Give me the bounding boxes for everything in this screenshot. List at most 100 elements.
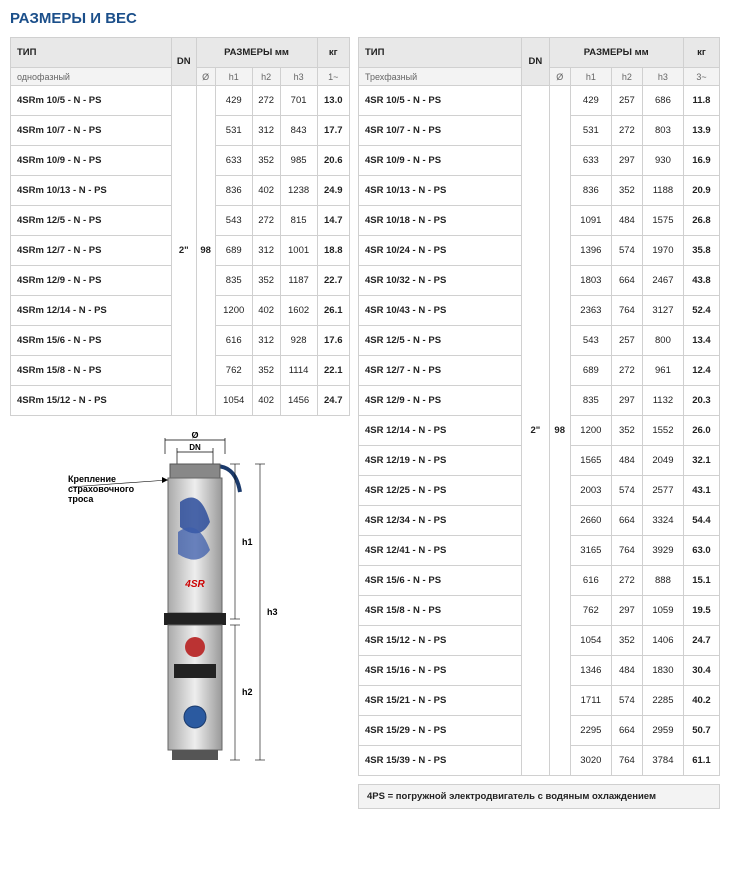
cell-h2: 352 bbox=[252, 146, 280, 176]
cell-model: 4SRm 12/14 - N - PS bbox=[11, 296, 172, 326]
cell-h2: 402 bbox=[252, 176, 280, 206]
cell-h3: 701 bbox=[280, 86, 317, 116]
cell-h2: 574 bbox=[611, 476, 642, 506]
cell-h1: 1200 bbox=[570, 416, 611, 446]
cell-h2: 764 bbox=[611, 746, 642, 776]
cell-model: 4SR 12/34 - N - PS bbox=[359, 506, 522, 536]
cell-h3: 843 bbox=[280, 116, 317, 146]
cell-model: 4SRm 10/13 - N - PS bbox=[11, 176, 172, 206]
cell-h2: 352 bbox=[252, 356, 280, 386]
table-row: 4SRm 10/5 - N - PS2"9842927270113.0 bbox=[11, 86, 350, 116]
th-dia-r: Ø bbox=[549, 68, 570, 86]
cell-h1: 1711 bbox=[570, 686, 611, 716]
cell-h2: 257 bbox=[611, 326, 642, 356]
cell-h3: 1406 bbox=[642, 626, 683, 656]
th-single: однофазный bbox=[11, 68, 172, 86]
svg-text:h1: h1 bbox=[242, 537, 253, 547]
cell-h3: 961 bbox=[642, 356, 683, 386]
cell-kg: 43.8 bbox=[683, 266, 719, 296]
cell-h2: 312 bbox=[252, 116, 280, 146]
th-kg: кг bbox=[317, 38, 350, 68]
cell-kg: 17.6 bbox=[317, 326, 350, 356]
cell-h3: 2467 bbox=[642, 266, 683, 296]
cell-h3: 2577 bbox=[642, 476, 683, 506]
cell-h3: 2049 bbox=[642, 446, 683, 476]
cell-h1: 689 bbox=[215, 236, 252, 266]
th-dims: РАЗМЕРЫ мм bbox=[196, 38, 317, 68]
cell-kg: 13.4 bbox=[683, 326, 719, 356]
cell-h2: 257 bbox=[611, 86, 642, 116]
cell-model: 4SR 15/12 - N - PS bbox=[359, 626, 522, 656]
cell-h2: 272 bbox=[252, 86, 280, 116]
cell-h2: 352 bbox=[611, 416, 642, 446]
cell-kg: 32.1 bbox=[683, 446, 719, 476]
cell-model: 4SR 10/43 - N - PS bbox=[359, 296, 522, 326]
cell-h1: 836 bbox=[215, 176, 252, 206]
cell-kg: 15.1 bbox=[683, 566, 719, 596]
cell-model: 4SR 15/6 - N - PS bbox=[359, 566, 522, 596]
cell-h2: 764 bbox=[611, 296, 642, 326]
cell-h1: 531 bbox=[570, 116, 611, 146]
cell-h3: 1456 bbox=[280, 386, 317, 416]
cell-dia: 98 bbox=[196, 86, 215, 416]
th-h1-r: h1 bbox=[570, 68, 611, 86]
cell-model: 4SR 15/16 - N - PS bbox=[359, 656, 522, 686]
footnote: 4PS = погружной электродвигатель с водян… bbox=[358, 784, 720, 809]
th-dims-r: РАЗМЕРЫ мм bbox=[549, 38, 683, 68]
cell-kg: 50.7 bbox=[683, 716, 719, 746]
cell-kg: 11.8 bbox=[683, 86, 719, 116]
cell-kg: 40.2 bbox=[683, 686, 719, 716]
cell-h2: 352 bbox=[252, 266, 280, 296]
cell-model: 4SRm 12/5 - N - PS bbox=[11, 206, 172, 236]
cell-model: 4SR 10/9 - N - PS bbox=[359, 146, 522, 176]
cell-kg: 24.7 bbox=[317, 386, 350, 416]
cell-h2: 664 bbox=[611, 506, 642, 536]
cell-kg: 63.0 bbox=[683, 536, 719, 566]
cell-kg: 18.8 bbox=[317, 236, 350, 266]
cell-h3: 1132 bbox=[642, 386, 683, 416]
cell-model: 4SR 12/9 - N - PS bbox=[359, 386, 522, 416]
cell-kg: 26.8 bbox=[683, 206, 719, 236]
cell-h1: 689 bbox=[570, 356, 611, 386]
cell-kg: 12.4 bbox=[683, 356, 719, 386]
cell-kg: 13.9 bbox=[683, 116, 719, 146]
cell-h1: 1565 bbox=[570, 446, 611, 476]
cell-h3: 2285 bbox=[642, 686, 683, 716]
cell-h1: 543 bbox=[570, 326, 611, 356]
th-type-r: ТИП bbox=[359, 38, 522, 68]
cell-h3: 888 bbox=[642, 566, 683, 596]
th-phase1: 1~ bbox=[317, 68, 350, 86]
svg-text:4SR: 4SR bbox=[184, 579, 205, 590]
cell-h3: 1552 bbox=[642, 416, 683, 446]
th-three: Трехфазный bbox=[359, 68, 522, 86]
cell-h3: 3324 bbox=[642, 506, 683, 536]
cell-h1: 1054 bbox=[570, 626, 611, 656]
cell-h2: 297 bbox=[611, 386, 642, 416]
cell-kg: 24.7 bbox=[683, 626, 719, 656]
cell-h3: 1238 bbox=[280, 176, 317, 206]
cell-h2: 352 bbox=[611, 176, 642, 206]
cell-h3: 686 bbox=[642, 86, 683, 116]
cell-h1: 762 bbox=[570, 596, 611, 626]
cell-kg: 30.4 bbox=[683, 656, 719, 686]
cell-h1: 1803 bbox=[570, 266, 611, 296]
cell-h3: 1830 bbox=[642, 656, 683, 686]
cell-h3: 1059 bbox=[642, 596, 683, 626]
cell-h2: 402 bbox=[252, 386, 280, 416]
cell-h2: 484 bbox=[611, 656, 642, 686]
cell-model: 4SRm 10/9 - N - PS bbox=[11, 146, 172, 176]
cell-h2: 574 bbox=[611, 686, 642, 716]
cell-h1: 616 bbox=[215, 326, 252, 356]
cell-kg: 17.7 bbox=[317, 116, 350, 146]
cell-h2: 484 bbox=[611, 446, 642, 476]
cell-model: 4SRm 15/6 - N - PS bbox=[11, 326, 172, 356]
cell-h1: 2295 bbox=[570, 716, 611, 746]
cell-kg: 54.4 bbox=[683, 506, 719, 536]
cell-kg: 52.4 bbox=[683, 296, 719, 326]
cell-model: 4SR 12/7 - N - PS bbox=[359, 356, 522, 386]
cell-h1: 2003 bbox=[570, 476, 611, 506]
cell-kg: 61.1 bbox=[683, 746, 719, 776]
cell-h2: 664 bbox=[611, 266, 642, 296]
cell-kg: 20.3 bbox=[683, 386, 719, 416]
cell-h1: 1346 bbox=[570, 656, 611, 686]
